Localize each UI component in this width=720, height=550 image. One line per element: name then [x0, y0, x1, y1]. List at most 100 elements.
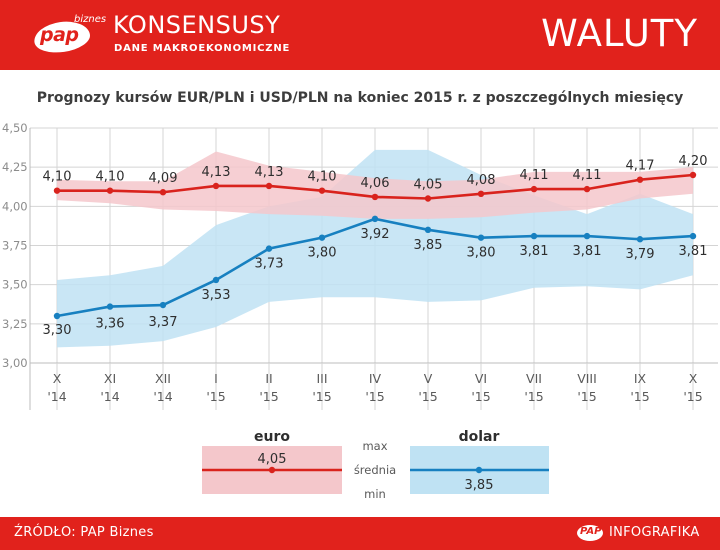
- x-tick-label: X: [689, 371, 698, 386]
- dollar-value-label: 3,85: [414, 238, 443, 253]
- chart-title: Prognozy kursów EUR/PLN i USD/PLN na kon…: [36, 90, 684, 106]
- dollar-point: [477, 234, 485, 241]
- footer-logo-text: PAP: [580, 526, 602, 537]
- dollar-value-label: 3,80: [467, 246, 496, 261]
- header-title: KONSENSUSY: [113, 11, 281, 39]
- x-tick-label: '14: [100, 389, 119, 404]
- euro-value-label: 4,09: [149, 171, 178, 186]
- euro-point: [106, 187, 114, 194]
- x-tick-label: IX: [634, 371, 647, 386]
- x-tick-label: '15: [259, 389, 278, 404]
- euro-value-label: 4,13: [202, 165, 231, 180]
- euro-value-label: 4,11: [520, 168, 549, 183]
- legend-min-label: min: [364, 487, 386, 501]
- dollar-value-label: 3,53: [202, 288, 231, 303]
- euro-value-label: 4,20: [679, 154, 708, 169]
- dollar-point: [159, 301, 167, 309]
- euro-point: [212, 182, 220, 190]
- x-tick-label: X: [53, 371, 62, 386]
- x-tick-label: '15: [312, 389, 331, 404]
- dollar-point: [106, 303, 114, 310]
- y-tick-label: 3,50: [2, 278, 28, 292]
- x-tick-label: '15: [577, 389, 596, 404]
- dollar-point: [583, 232, 591, 240]
- x-tick-label: VIII: [577, 371, 597, 386]
- y-tick-label: 3,25: [2, 317, 28, 331]
- footer-source: ŹRÓDŁO: PAP Biznes: [14, 525, 154, 540]
- dollar-point: [636, 236, 644, 243]
- pap-logo-text: pap: [40, 24, 79, 46]
- dollar-value-label: 3,79: [626, 247, 655, 262]
- y-tick-label: 4,25: [2, 160, 28, 174]
- euro-point: [583, 185, 591, 193]
- euro-point: [689, 171, 697, 179]
- dollar-point: [424, 226, 432, 234]
- x-tick-label: '14: [47, 389, 66, 404]
- euro-value-label: 4,10: [96, 170, 125, 185]
- euro-value-label: 4,05: [414, 178, 443, 193]
- x-tick-label: VI: [475, 371, 487, 386]
- dollar-point: [530, 232, 538, 240]
- euro-range-band: [57, 151, 693, 219]
- x-tick-label: '15: [418, 389, 437, 404]
- euro-value-label: 4,11: [573, 168, 602, 183]
- dollar-value-label: 3,80: [308, 246, 337, 261]
- x-tick-label: XII: [155, 371, 171, 386]
- x-tick-label: IV: [369, 371, 382, 386]
- x-tick-label: VII: [526, 371, 542, 386]
- dollar-value-label: 3,30: [43, 323, 72, 338]
- x-tick-label: V: [424, 371, 433, 386]
- legend-euro-value: 4,05: [258, 452, 287, 467]
- dollar-value-label: 3,92: [361, 227, 390, 242]
- dollar-point: [212, 276, 220, 284]
- y-tick-label: 4,50: [2, 121, 28, 135]
- euro-value-label: 4,17: [626, 159, 655, 174]
- legend-dollar-title: dolar: [459, 429, 500, 445]
- euro-value-label: 4,06: [361, 176, 390, 191]
- x-tick-label: '15: [365, 389, 384, 404]
- dollar-point: [371, 215, 379, 223]
- header-section-title: WALUTY: [541, 12, 698, 55]
- x-tick-label: '15: [206, 389, 225, 404]
- chart-canvas: 4,50 4,25 4,00 3,75 3,50 3,25 3,00 4,10 4,10 4,09…: [2, 121, 718, 501]
- legend-euro-point: [268, 466, 276, 474]
- x-tick-label: '15: [630, 389, 649, 404]
- footer-bar: ŹRÓDŁO: PAP Biznes PAP INFOGRAFIKA: [0, 517, 720, 550]
- dollar-point: [689, 232, 697, 240]
- euro-point: [318, 187, 326, 194]
- euro-value-label: 4,08: [467, 173, 496, 188]
- dollar-value-label: 3,81: [679, 244, 708, 259]
- legend-dollar-point: [475, 466, 483, 474]
- dollar-point: [318, 234, 326, 241]
- footer-pap-logo-icon: [577, 525, 603, 541]
- euro-point: [265, 182, 273, 190]
- euro-point: [159, 189, 167, 196]
- y-tick-label: 3,00: [2, 356, 28, 370]
- x-tick-label: III: [316, 371, 327, 386]
- dollar-value-label: 3,81: [520, 244, 549, 259]
- dollar-point: [53, 312, 61, 320]
- dollar-value-label: 3,37: [149, 315, 178, 330]
- euro-value-label: 4,13: [255, 165, 284, 180]
- euro-value-label: 4,10: [308, 170, 337, 185]
- dollar-value-label: 3,73: [255, 257, 284, 272]
- euro-point: [636, 176, 644, 183]
- x-tick-label: '14: [153, 389, 172, 404]
- x-tick-label: '15: [471, 389, 490, 404]
- pap-logo-subtext: biznes: [74, 14, 107, 25]
- dollar-point: [265, 245, 273, 252]
- x-tick-label: '15: [683, 389, 702, 404]
- legend-dollar-value: 3,85: [465, 478, 494, 493]
- legend-euro-title: euro: [254, 429, 290, 445]
- euro-point: [371, 193, 379, 201]
- y-tick-label: 3,75: [2, 239, 28, 253]
- y-tick-label: 4,00: [2, 199, 28, 213]
- footer-label: INFOGRAFIKA: [609, 525, 700, 540]
- x-tick-label: I: [214, 371, 218, 386]
- dollar-value-label: 3,36: [96, 317, 125, 332]
- x-tick-label: '15: [524, 389, 543, 404]
- euro-value-label: 4,10: [43, 170, 72, 185]
- legend-mean-label: średnia: [354, 463, 396, 477]
- header-subtitle: DANE MAKROEKONOMICZNE: [114, 43, 291, 54]
- euro-point: [477, 190, 485, 197]
